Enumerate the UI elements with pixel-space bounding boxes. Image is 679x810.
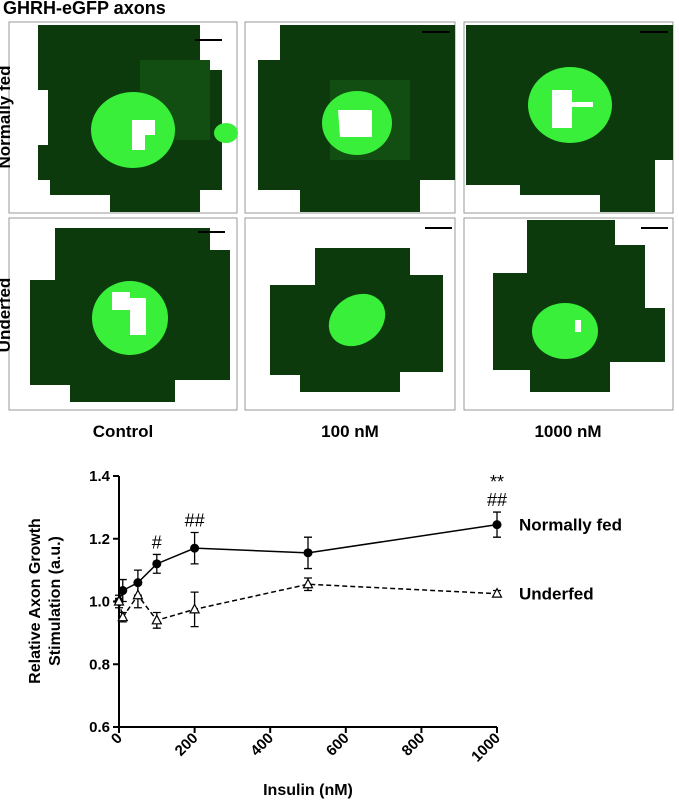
y-tick-label: 0.6 (89, 719, 110, 736)
point (113, 595, 125, 606)
point (190, 543, 200, 553)
x-tick-label: 400 (247, 730, 277, 760)
point (492, 520, 502, 530)
x-tick-label: 0 (108, 730, 126, 748)
point (302, 577, 314, 589)
annotation: ## (487, 490, 507, 510)
legend-label: Underfed (519, 585, 594, 604)
point (189, 603, 201, 614)
point (117, 610, 129, 622)
y-tick-label: 1.2 (89, 531, 110, 548)
y-tick-label: 1.0 (89, 594, 110, 611)
x-tick-label: 800 (399, 730, 429, 760)
legend-label: Normally fed (519, 516, 622, 535)
point (152, 559, 162, 569)
point (118, 586, 128, 596)
x-tick-label: 600 (323, 730, 353, 760)
point (151, 614, 163, 625)
x-axis-label: Insulin (nM) (263, 782, 353, 799)
point (303, 548, 313, 558)
panel (244, 217, 456, 411)
annotation: ## (185, 510, 205, 530)
column-label: 1000 nM (534, 422, 601, 441)
panel (463, 21, 674, 214)
panel (463, 217, 674, 411)
row-label: Normally fed (0, 66, 14, 169)
annotation: # (152, 532, 162, 552)
row-label: Underfed (0, 278, 14, 353)
annotation: ** (490, 472, 504, 492)
panel (8, 21, 238, 214)
x-tick-label: 200 (172, 730, 202, 760)
x-tick-label: 1000 (468, 730, 504, 766)
column-label: Control (93, 422, 153, 441)
column-label: 100 nM (321, 422, 379, 441)
point (491, 587, 503, 598)
y-axis-label: Relative Axon Growth (27, 518, 44, 684)
y-tick-label: 1.4 (89, 468, 111, 485)
panel (8, 217, 238, 411)
figure-title: GHRH-eGFP axons (3, 0, 166, 18)
point (132, 588, 144, 600)
y-tick-label: 0.8 (89, 656, 110, 673)
y-axis-label: Stimulation (a.u.) (47, 536, 64, 666)
panel (244, 21, 456, 214)
